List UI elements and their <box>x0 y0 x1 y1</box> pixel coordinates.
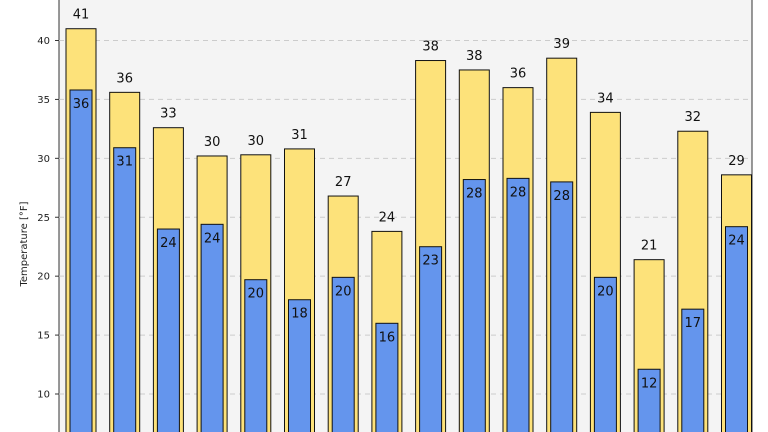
y-tick-label: 15 <box>37 331 50 342</box>
bar-outer-value-label: 34 <box>597 91 614 106</box>
bar-inner-value-label: 20 <box>597 284 614 299</box>
bar-inner <box>419 246 443 432</box>
bar-inner-value-label: 20 <box>335 284 352 299</box>
bar-inner-value-label: 23 <box>422 254 439 269</box>
y-tick-label: 40 <box>37 36 50 47</box>
bar-inner-value-label: 28 <box>510 185 527 200</box>
bar-inner-value-label: 24 <box>204 231 221 246</box>
bar-inner-value-label: 28 <box>553 189 570 204</box>
bar-outer-value-label: 31 <box>291 128 308 143</box>
y-axis: 10 15 20 25 30 35 40 <box>37 36 59 401</box>
bars <box>65 28 752 432</box>
y-tick-label: 25 <box>37 213 50 224</box>
bar-outer-value-label: 36 <box>116 71 133 86</box>
y-tick-label: 30 <box>37 154 50 165</box>
bar-outer-value-label: 39 <box>553 37 570 52</box>
bar-inner <box>550 181 574 432</box>
data-labels: 41 36 36 31 33 24 30 24 30 20 31 18 27 20 24 16 38 23 38 28… <box>73 8 745 392</box>
y-tick-label: 10 <box>37 390 50 401</box>
bar-inner <box>288 299 311 432</box>
bar-inner <box>156 228 180 432</box>
bar-inner <box>375 322 399 432</box>
y-tick-label: 35 <box>37 95 50 106</box>
bar-outer-value-label: 38 <box>422 40 439 55</box>
bar-outer-value-label: 30 <box>204 135 221 150</box>
bar-inner <box>725 226 748 432</box>
bar-inner <box>681 308 705 432</box>
bar-inner-value-label: 24 <box>728 234 745 249</box>
bar-outer-value-label: 21 <box>641 239 658 254</box>
bar-outer-value-label: 27 <box>335 175 352 190</box>
bar-outer-value-label: 41 <box>73 8 90 23</box>
y-tick-label: 20 <box>37 272 50 283</box>
bar-inner <box>113 147 137 432</box>
y-axis-label: Temperature [°F] <box>19 201 30 287</box>
bar-outer-value-label: 32 <box>685 110 702 125</box>
bar-outer-value-label: 38 <box>466 49 483 64</box>
bar-inner <box>593 276 617 432</box>
bar-inner <box>462 179 486 432</box>
bar-inner-value-label: 28 <box>466 187 483 202</box>
bar-outer-value-label: 36 <box>510 67 527 82</box>
bar-outer-value-label: 29 <box>728 154 745 169</box>
bar-inner-value-label: 16 <box>379 330 396 345</box>
bar-inner-value-label: 20 <box>248 287 265 302</box>
bar-outer-value-label: 33 <box>160 107 177 122</box>
bar-inner-value-label: 18 <box>291 307 308 322</box>
bar-outer-value-label: 24 <box>379 210 396 225</box>
bar-inner-value-label: 24 <box>160 236 177 251</box>
bar-inner <box>637 368 661 432</box>
bar-inner <box>244 279 268 432</box>
bar-inner <box>506 177 530 432</box>
bar-inner-value-label: 17 <box>685 316 702 331</box>
bar-inner <box>69 89 93 432</box>
bar-inner <box>200 223 224 432</box>
bar-inner <box>331 276 355 432</box>
bar-inner-value-label: 31 <box>116 155 133 170</box>
bar-outer-value-label: 30 <box>248 134 265 149</box>
bar-inner-value-label: 12 <box>641 376 658 391</box>
bar-inner-value-label: 36 <box>73 97 90 112</box>
